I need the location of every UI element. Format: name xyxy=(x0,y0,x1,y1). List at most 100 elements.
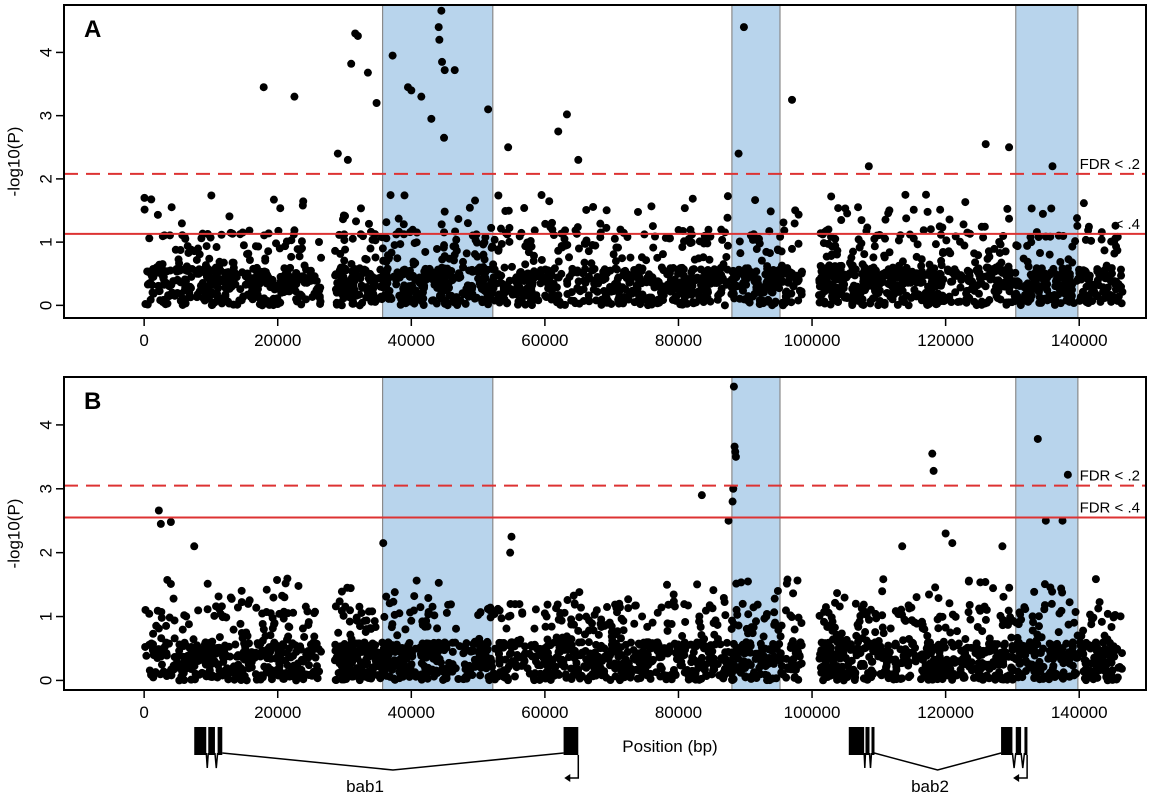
data-point xyxy=(638,612,647,621)
data-point xyxy=(471,196,480,205)
data-point xyxy=(162,651,171,660)
data-point-high xyxy=(898,542,907,551)
data-point xyxy=(278,591,287,600)
data-point xyxy=(409,257,418,266)
x-tick-label: 80000 xyxy=(655,703,702,722)
x-tick-label: 140000 xyxy=(1051,703,1108,722)
data-point xyxy=(881,215,890,224)
data-point xyxy=(249,264,258,273)
data-point xyxy=(936,205,945,214)
data-point xyxy=(1113,644,1122,653)
data-point xyxy=(699,253,708,262)
data-point xyxy=(616,643,625,652)
data-point xyxy=(401,625,410,634)
data-point xyxy=(1013,292,1022,301)
data-point xyxy=(164,639,173,648)
data-point xyxy=(462,674,471,683)
data-point xyxy=(255,300,264,309)
data-point xyxy=(1040,601,1049,610)
data-point xyxy=(624,595,633,604)
data-point xyxy=(263,296,272,305)
data-point xyxy=(544,667,553,676)
data-point xyxy=(614,287,623,296)
data-point xyxy=(581,647,590,656)
data-point xyxy=(230,269,239,278)
data-point xyxy=(569,647,578,656)
data-point xyxy=(504,612,513,621)
data-point xyxy=(422,639,431,648)
data-point-high xyxy=(1005,143,1014,152)
data-point xyxy=(930,275,939,284)
data-point xyxy=(654,279,663,288)
data-point xyxy=(1003,620,1012,629)
data-point xyxy=(247,648,256,657)
data-point xyxy=(1034,612,1043,621)
data-point xyxy=(313,674,322,683)
data-point xyxy=(583,674,592,683)
data-point xyxy=(964,608,973,617)
data-point xyxy=(297,645,306,654)
data-point xyxy=(552,604,561,613)
data-point xyxy=(256,639,265,648)
data-point xyxy=(396,240,405,249)
data-point xyxy=(237,586,246,595)
data-point xyxy=(925,590,934,599)
data-point xyxy=(293,245,302,254)
data-point xyxy=(581,239,590,248)
data-point xyxy=(975,666,984,675)
data-point xyxy=(187,272,196,281)
y-tick-label: 2 xyxy=(37,548,56,557)
data-point xyxy=(554,615,563,624)
data-point xyxy=(1077,631,1086,640)
data-point xyxy=(394,214,403,223)
data-point xyxy=(281,579,290,588)
data-point xyxy=(987,269,996,278)
data-point xyxy=(931,583,940,592)
data-point xyxy=(434,265,443,274)
data-point xyxy=(718,235,727,244)
data-point xyxy=(730,294,739,303)
data-point xyxy=(1036,667,1045,676)
data-point xyxy=(846,258,855,267)
data-point xyxy=(317,253,326,262)
exon xyxy=(563,727,579,755)
data-point-high xyxy=(372,99,381,108)
data-point xyxy=(713,295,722,304)
data-point xyxy=(909,205,918,214)
data-point xyxy=(246,281,255,290)
data-point xyxy=(985,674,994,683)
data-point xyxy=(397,295,406,304)
data-point-high xyxy=(724,516,733,525)
data-point xyxy=(779,218,788,227)
x-tick-label: 0 xyxy=(139,331,148,350)
data-point xyxy=(454,675,463,684)
data-point xyxy=(368,282,377,291)
data-point xyxy=(502,665,511,674)
data-point xyxy=(260,267,269,276)
data-point xyxy=(383,251,392,260)
data-point xyxy=(1057,606,1066,615)
x-tick-label: 80000 xyxy=(655,331,702,350)
data-point xyxy=(779,264,788,273)
data-point xyxy=(647,202,656,211)
data-point xyxy=(472,293,481,302)
data-point xyxy=(530,624,539,633)
data-point xyxy=(340,256,349,265)
data-point xyxy=(619,228,628,237)
data-point xyxy=(1002,298,1011,307)
data-point xyxy=(382,234,391,243)
data-point xyxy=(446,600,455,609)
data-point xyxy=(676,289,685,298)
data-point xyxy=(517,288,526,297)
data-point xyxy=(1077,275,1086,284)
data-point xyxy=(483,639,492,648)
data-point xyxy=(923,631,932,640)
data-point xyxy=(412,238,421,247)
data-point xyxy=(244,639,253,648)
data-point xyxy=(858,634,867,643)
data-point-high xyxy=(484,105,493,114)
data-point-high xyxy=(734,149,743,158)
data-point xyxy=(358,298,367,307)
data-point xyxy=(525,669,534,678)
data-point xyxy=(709,619,718,628)
